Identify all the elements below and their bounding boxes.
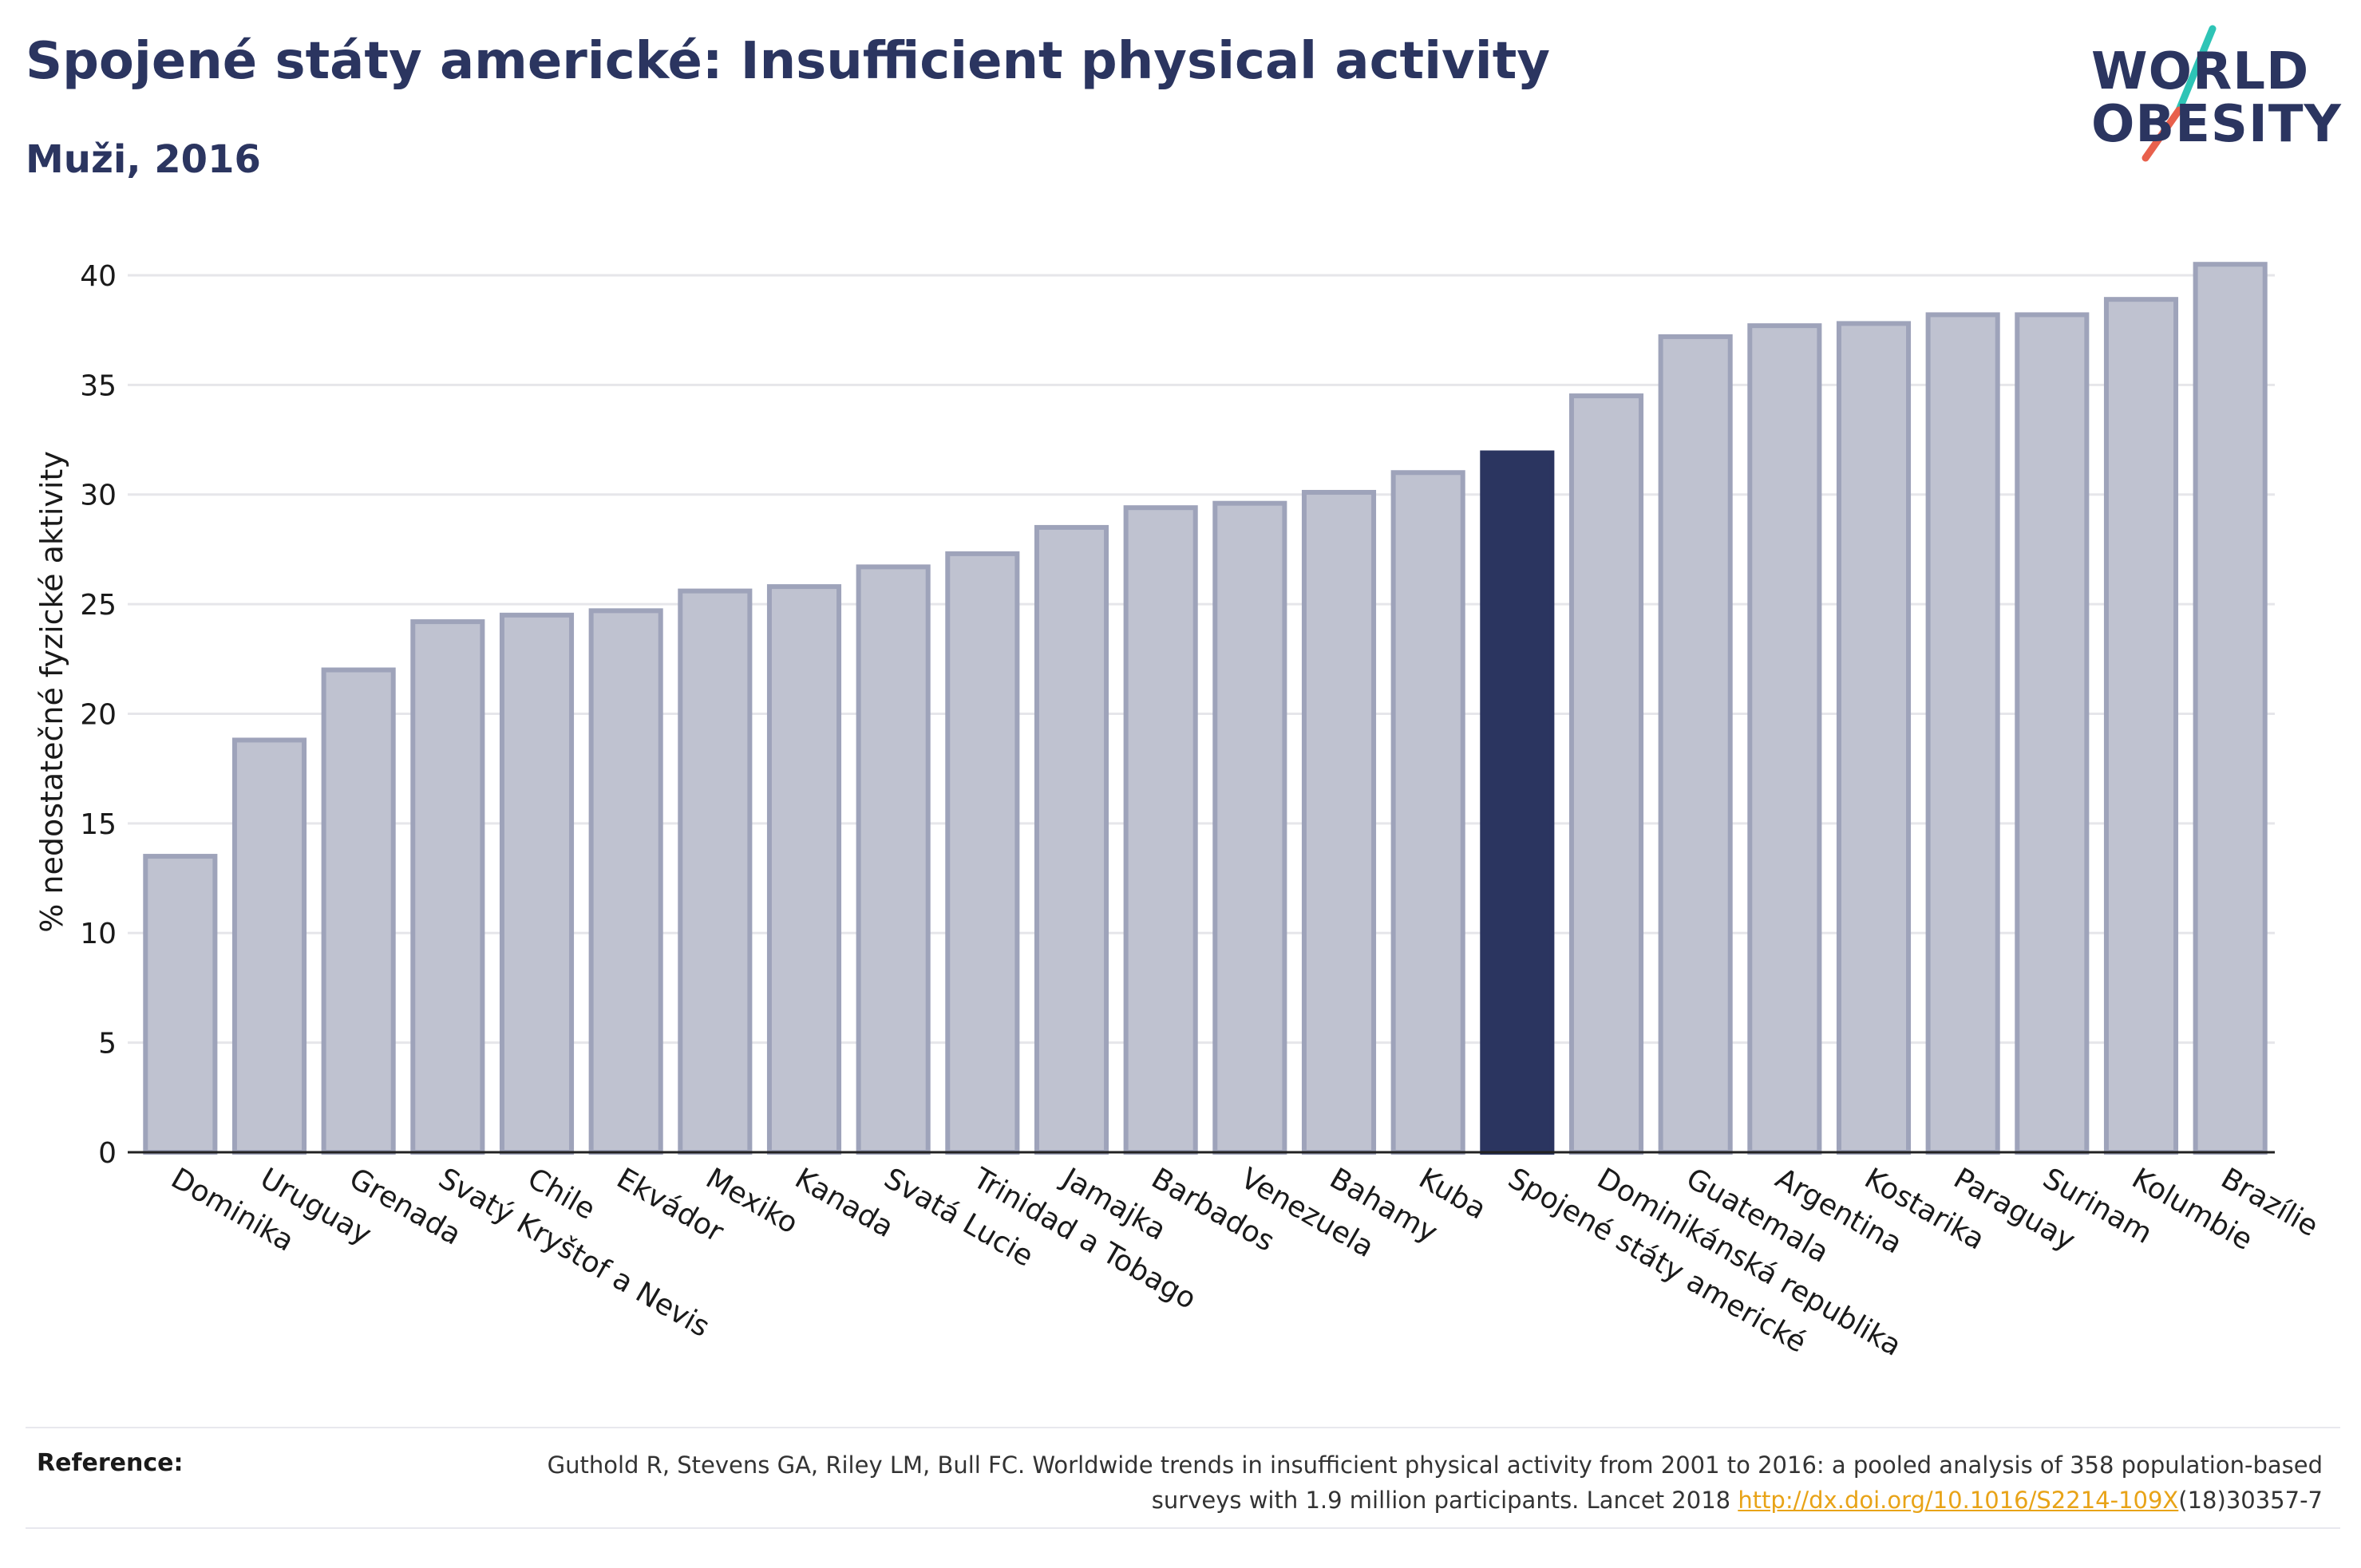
bar-1 (231, 737, 307, 1155)
y-tick-label: 0 (98, 1137, 117, 1170)
bar-20 (1925, 312, 2000, 1155)
bar-19 (1836, 321, 1912, 1155)
bars (143, 262, 2268, 1155)
logo-slash-icon (2142, 25, 2217, 162)
reference-text: Guthold R, Stevens GA, Riley LM, Bull FC… (487, 1448, 2323, 1518)
y-tick-label: 20 (80, 698, 117, 731)
y-tick-label: 35 (80, 369, 117, 402)
y-tick-label: 10 (80, 918, 117, 950)
x-tick-label: Svatá Lucie (879, 1162, 1039, 1274)
bar-0 (143, 854, 218, 1155)
y-axis-label: % nedostatečné fyzické aktivity (34, 451, 69, 933)
bar-chart: 0 5 10 15 20 25 30 35 40 DominikaUruguayGrenadaS… (34, 260, 2323, 1363)
bar-14 (1390, 470, 1465, 1155)
y-tick-label: 40 (80, 260, 117, 293)
reference-citation: Guthold R, Stevens GA, Riley LM, Bull FC… (547, 1451, 2323, 1514)
world-obesity-logo: WORLD OBESITY (2075, 22, 2347, 174)
reference-box: Reference: Guthold R, Stevens GA, Riley … (26, 1427, 2340, 1529)
bar-16 (1568, 393, 1644, 1155)
bar-15 (1480, 450, 1555, 1155)
x-tick-label: Kanada (789, 1162, 899, 1244)
bar-10 (1034, 524, 1109, 1155)
bar-2 (321, 667, 396, 1155)
bar-5 (588, 608, 663, 1155)
logo-line-world: WORLD (2091, 42, 2310, 101)
bar-3 (410, 619, 485, 1155)
logo-line-obesity: OBESITY (2091, 95, 2342, 154)
bar-4 (499, 612, 575, 1155)
reference-doi-suffix: (18)30357-7 (2178, 1487, 2323, 1514)
y-tick-labels: 0 5 10 15 20 25 30 35 40 (80, 260, 117, 1170)
bar-21 (2015, 312, 2090, 1155)
bar-23 (2193, 262, 2268, 1155)
reference-doi-link[interactable]: http://dx.doi.org/10.1016/S2214-109X (1738, 1487, 2179, 1514)
y-tick-label: 15 (80, 808, 117, 841)
bar-18 (1747, 323, 1822, 1155)
bar-6 (678, 588, 753, 1155)
chart-subtitle: Muži, 2016 (26, 137, 261, 182)
y-tick-label: 5 (98, 1028, 117, 1060)
chart-title: Spojené státy americké: Insufficient phy… (26, 32, 1550, 91)
bar-9 (945, 551, 1020, 1155)
bar-11 (1123, 505, 1198, 1155)
bar-12 (1212, 500, 1287, 1155)
y-tick-label: 25 (80, 589, 117, 622)
y-tick-label: 30 (80, 480, 117, 512)
reference-label: Reference: (37, 1449, 184, 1477)
bar-22 (2103, 297, 2179, 1155)
bar-13 (1301, 489, 1377, 1155)
bar-8 (856, 564, 931, 1155)
bar-7 (766, 584, 842, 1155)
bar-17 (1658, 334, 1733, 1155)
